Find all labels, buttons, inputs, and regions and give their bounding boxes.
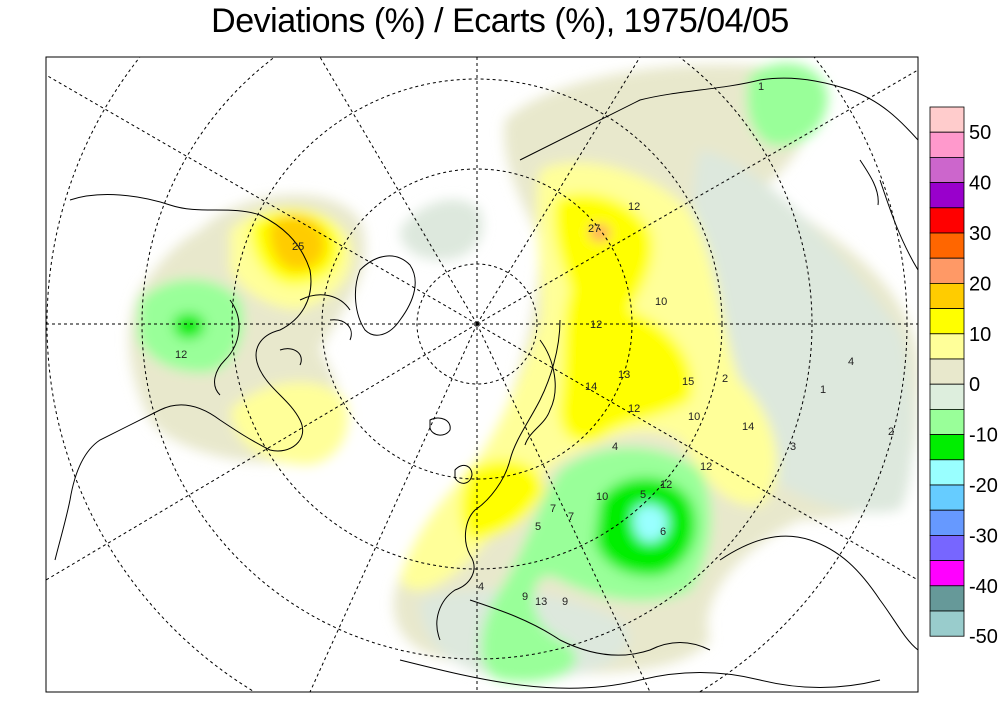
contour-label: 12 (628, 201, 640, 213)
meridian-line (319, 57, 478, 325)
contour-label: 4 (848, 356, 854, 368)
legend-tick-label: 40 (969, 173, 991, 195)
legend-swatch (929, 182, 965, 209)
legend-tick-label: -20 (969, 475, 998, 497)
coast-europe (436, 319, 561, 641)
legend-swatch (929, 156, 965, 183)
contour-label: 3 (790, 441, 796, 453)
contour-label: 7 (550, 503, 556, 515)
contour-label: 1 (820, 384, 826, 396)
coast-arctic-islands (279, 294, 352, 366)
contour-label: 2 (888, 426, 894, 438)
legend-swatch (929, 257, 965, 284)
legend-swatch (929, 207, 965, 234)
contour-label: 7 (568, 511, 574, 523)
field-orange-small (590, 224, 610, 242)
graticule (46, 57, 918, 692)
field-orange-nw (269, 215, 326, 271)
coast-mediterranean (469, 599, 711, 656)
legend-swatch (929, 585, 965, 612)
legend-swatch (929, 560, 965, 587)
legend-tick-label: 10 (969, 324, 991, 346)
coast-greenland (355, 255, 416, 336)
legend-swatch (929, 358, 965, 385)
legend-tick-label: 30 (969, 223, 991, 245)
contour-label: 5 (640, 489, 646, 501)
coast-africa (399, 659, 881, 689)
contour-label: 12 (660, 479, 672, 491)
contour-label: 4 (478, 581, 484, 593)
contour-label: 6 (660, 526, 666, 538)
legend-swatch (929, 484, 965, 511)
contour-label: 12 (700, 461, 712, 473)
meridian-line (476, 69, 918, 325)
contour-label: 13 (535, 596, 547, 608)
legend-swatch (929, 535, 965, 562)
contour-label: 9 (522, 591, 528, 603)
meridian-line (476, 323, 651, 692)
contour-label: 12 (175, 349, 187, 361)
legend-swatch (929, 131, 965, 158)
contour-label: 2 (722, 373, 728, 385)
legend-swatch (929, 383, 965, 410)
contour-label: 10 (596, 491, 608, 503)
contour-label: 9 (562, 596, 568, 608)
legend-swatch (929, 308, 965, 335)
coastlines (54, 77, 918, 689)
coast-asia-north (519, 77, 918, 161)
field-cyan-central (633, 504, 669, 543)
color-legend: 50 40 30 20 10 0 -10 -20 -30 -40 -50 (929, 106, 998, 648)
legend-tick-label: -40 (969, 576, 998, 598)
legend-swatch (929, 232, 965, 259)
field-lightgreen-ne (746, 63, 828, 146)
legend-swatch (929, 610, 965, 637)
contour-label: 10 (655, 296, 667, 308)
contour-label: 5 (535, 521, 541, 533)
legend-swatch (929, 106, 965, 133)
legend-swatch (929, 408, 965, 435)
contour-label: 12 (628, 403, 640, 415)
map-frame (45, 56, 919, 693)
contour-label: 1 (758, 81, 764, 93)
legend-tick-label: 0 (969, 374, 980, 396)
contour-label: 27 (588, 223, 600, 235)
legend-tick-label: -50 (969, 626, 998, 648)
field-yellow-band (553, 193, 693, 443)
contour-label: 15 (682, 376, 694, 388)
coast-iceland-uk (429, 417, 473, 484)
legend-swatch (929, 459, 965, 486)
contour-label: 10 (688, 411, 700, 423)
legend-swatch (929, 333, 965, 360)
legend-swatch (929, 509, 965, 536)
contour-label: 14 (585, 381, 597, 393)
meridian-line (309, 323, 478, 692)
legend-swatch (929, 282, 965, 309)
coast-middle-east (719, 535, 918, 651)
contour-label: 25 (292, 241, 304, 253)
coast-asia-east (859, 159, 918, 271)
field-green-west (173, 313, 205, 339)
meridian-line (476, 323, 918, 581)
contour-label: 4 (612, 441, 618, 453)
meridian-line (46, 74, 478, 325)
coast-hudson (214, 299, 240, 396)
contour-label: 12 (590, 319, 602, 331)
contour-label: 13 (618, 369, 630, 381)
legend-tick-label: 20 (969, 273, 991, 295)
legend-tick-label: -10 (969, 425, 998, 447)
coast-scandinavia (524, 339, 556, 446)
map-title: Deviations (%) / Ecarts (%), 1975/04/05 (211, 2, 789, 40)
field-yellow-iberia (460, 459, 545, 540)
map-area: 25 12 27 12 10 12 13 14 15 12 14 12 10 4… (46, 57, 918, 692)
deviation-fields (129, 63, 918, 682)
contour-label: 14 (742, 421, 754, 433)
coast-north-america (54, 194, 312, 561)
legend-tick-label: 50 (969, 122, 991, 144)
field-grey-north (400, 199, 483, 260)
legend-swatch (929, 434, 965, 461)
legend-tick-label: -30 (969, 525, 998, 547)
meridian-line (476, 57, 641, 325)
contour-labels: 25 12 27 12 10 12 13 14 15 12 14 12 10 4… (175, 81, 894, 608)
